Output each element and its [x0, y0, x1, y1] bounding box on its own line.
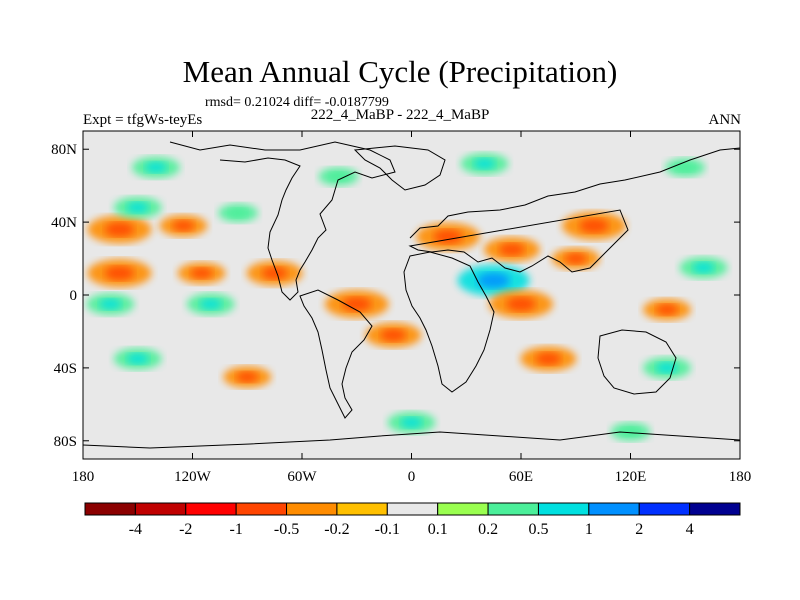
anomaly-core	[506, 297, 536, 312]
colorbar-label: -1	[229, 521, 242, 538]
anomaly-core	[105, 266, 134, 281]
colorbar-swatch	[487, 502, 539, 516]
anomaly-core	[564, 253, 587, 264]
colorbar-swatch	[689, 502, 741, 516]
colorbar-swatch	[134, 502, 187, 516]
colorbar-swatch	[386, 502, 439, 516]
anomaly-core	[535, 352, 561, 365]
precip-field	[86, 153, 728, 441]
x-tick-label: 180	[72, 469, 95, 485]
anomaly-core	[229, 208, 248, 218]
colorbar-swatch	[588, 502, 640, 516]
y-tick-label: 0	[70, 288, 78, 304]
experiment-label: Expt = tfgWs-teyEs	[83, 112, 203, 128]
coastline-africa	[403, 251, 495, 393]
colorbar-label: 4	[686, 521, 694, 538]
coastline-south-america	[299, 289, 373, 419]
colorbar-label: 2	[635, 521, 643, 538]
anomaly-core	[621, 427, 640, 437]
anomaly-core	[329, 171, 348, 182]
colorbar-label: 0.5	[528, 521, 548, 538]
colorbar-swatch	[638, 502, 691, 516]
anomaly-core	[126, 353, 149, 365]
x-axis: 180 120W 60W 0 60E 120E 180	[72, 131, 752, 485]
continent-outlines	[83, 141, 740, 449]
chart-title: Mean Annual Cycle (Precipitation)	[182, 54, 618, 89]
anomaly-core	[126, 202, 149, 213]
case-label: 222_4_MaBP - 222_4_MaBP	[310, 107, 490, 123]
y-tick-label: 80S	[54, 434, 77, 450]
colorbar-label: -0.2	[324, 521, 349, 538]
anomaly-core	[236, 371, 259, 383]
anomaly-core	[99, 298, 122, 310]
colorbar-label: -4	[129, 521, 142, 538]
colorbar-swatch	[286, 502, 338, 516]
anomaly-core	[579, 218, 609, 233]
x-tick-label: 120W	[174, 469, 212, 485]
x-tick-label: 120E	[615, 469, 647, 485]
anomaly-core	[105, 222, 134, 237]
coastline-antarctica	[83, 431, 740, 449]
colorbar-swatch	[185, 502, 237, 516]
anomaly-core	[262, 266, 288, 280]
anomaly-core	[172, 220, 195, 232]
anomaly-core	[473, 158, 496, 170]
colorbar-swatch	[235, 502, 288, 516]
anomaly-core	[477, 272, 510, 289]
anomaly-core	[676, 162, 695, 173]
colorbar-label: 0.1	[428, 521, 448, 538]
colorbar-swatch	[437, 502, 489, 516]
colorbar-label: -2	[179, 521, 192, 538]
x-tick-label: 180	[729, 469, 752, 485]
y-axis: 80N 40N 0 40S 80S	[51, 142, 740, 450]
colorbar-swatch	[336, 502, 388, 516]
anomaly-core	[656, 304, 678, 315]
coastline-greenland	[353, 145, 446, 191]
y-tick-label: 40N	[51, 215, 77, 231]
colorbar-swatch	[84, 502, 136, 516]
anomaly-core	[190, 267, 213, 279]
anomaly-core	[499, 243, 525, 256]
colorbar-label: -0.1	[375, 521, 400, 538]
x-tick-label: 0	[408, 469, 416, 485]
stats-label: rmsd= 0.21024 diff= -0.0187799	[205, 95, 389, 110]
season-label: ANN	[708, 112, 742, 128]
anomaly-core	[380, 328, 406, 342]
anomaly-core	[433, 229, 463, 244]
map-background	[83, 131, 740, 459]
coastline-eurasia	[408, 147, 740, 273]
y-tick-label: 40S	[54, 361, 77, 377]
colorbar-label: 0.2	[478, 521, 498, 538]
anomaly-core	[400, 417, 423, 428]
anomaly-core	[342, 297, 372, 312]
colorbar-label: 1	[585, 521, 593, 538]
anomaly-core	[199, 298, 222, 310]
anomaly-core	[692, 262, 715, 274]
x-tick-label: 60E	[509, 469, 533, 485]
anomaly-core	[145, 162, 167, 173]
colorbar-label: -0.5	[274, 521, 299, 538]
coastline-australia	[597, 329, 677, 395]
y-tick-label: 80N	[51, 142, 77, 158]
colorbar: -4 -2 -1 -0.5 -0.2 -0.1 0.1 0.2 0.5 1 2 4	[84, 502, 741, 538]
colorbar-swatch	[537, 502, 590, 516]
x-tick-label: 60W	[287, 469, 317, 485]
